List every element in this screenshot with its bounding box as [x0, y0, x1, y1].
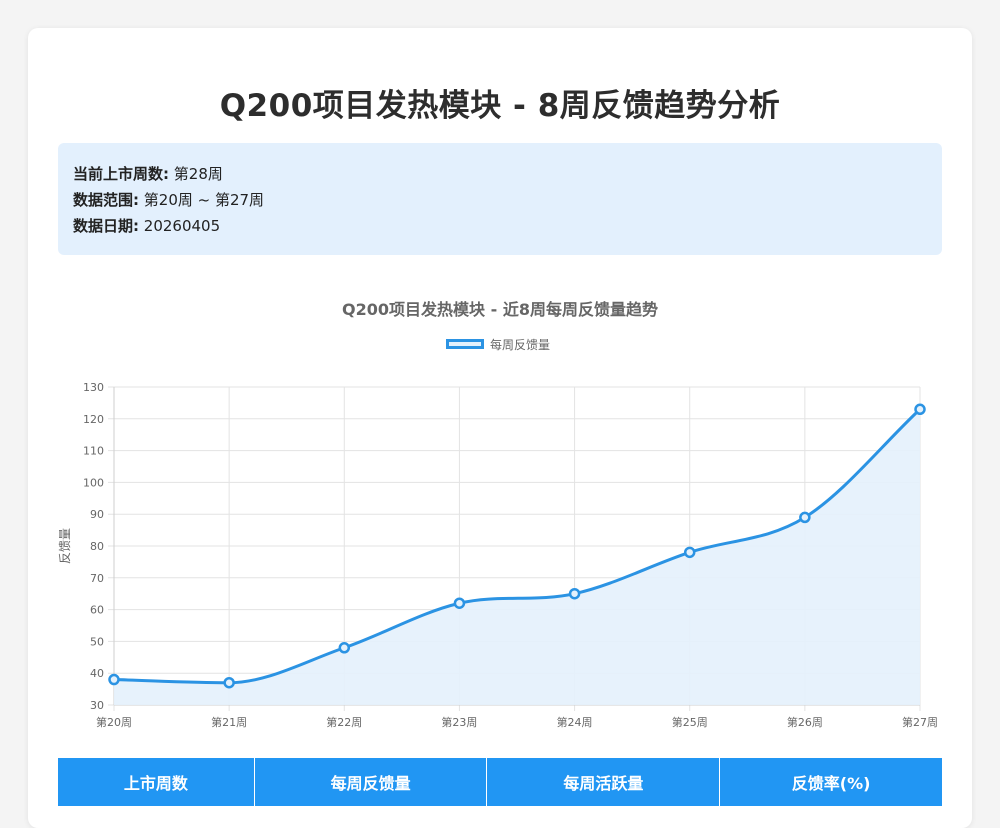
x-tick-label: 第27周: [902, 715, 938, 728]
y-tick-label: 80: [90, 540, 104, 553]
y-tick-label: 40: [90, 667, 104, 680]
table-header-cell: 反馈率(%): [719, 758, 942, 806]
data-point: [338, 642, 351, 654]
y-tick-label: 130: [83, 381, 104, 394]
info-date-label: 数据日期:: [73, 217, 139, 235]
data-point: [453, 597, 466, 609]
info-range-value: 第20周 ~ 第27周: [143, 191, 265, 209]
info-weeks-value: 第28周: [173, 165, 223, 183]
data-point: [683, 546, 696, 559]
data-point: [799, 511, 811, 524]
x-tick-label: 第22周: [326, 715, 362, 728]
x-tick-label: 第21周: [211, 715, 247, 728]
table-header-cell: 上市周数: [58, 758, 255, 806]
series-area-fill: [114, 409, 920, 705]
page-title: Q200项目发热模块 - 8周反馈趋势分析: [219, 88, 781, 124]
info-row-weeks: 当前上市周数: 第28周: [73, 163, 223, 184]
chart-legend[interactable]: 每周反馈量: [446, 337, 551, 352]
data-point: [914, 403, 926, 416]
info-panel: 当前上市周数: 第28周 数据范围: 第20周 ~ 第27周 数据日期: 202…: [58, 143, 942, 255]
x-tick-label: 第25周: [672, 715, 708, 728]
info-weeks-label: 当前上市周数:: [73, 165, 169, 183]
table-header-row: 上市周数 每周反馈量 每周活跃量 反馈率(%): [58, 758, 942, 806]
y-axis-title: 反馈量: [58, 528, 72, 564]
info-row-range: 数据范围: 第20周 ~ 第27周: [73, 189, 264, 210]
info-date-value: 20260405: [143, 217, 221, 235]
y-tick-label: 60: [90, 604, 104, 617]
table-header-cell: 每周活跃量: [486, 758, 721, 806]
data-point: [568, 587, 581, 600]
chart-title: Q200项目发热模块 - 近8周每周反馈量趋势: [342, 300, 658, 319]
table-header-cell: 每周反馈量: [254, 758, 488, 806]
y-tick-label: 110: [83, 445, 104, 458]
x-tick-label: 第23周: [441, 715, 477, 728]
data-table: 上市周数 每周反馈量 每周活跃量 反馈率(%): [58, 758, 942, 806]
y-tick-label: 70: [90, 572, 104, 585]
chart-container: Q200项目发热模块 - 近8周每周反馈量趋势 每周反馈量 30 40 50 60 70…: [28, 288, 972, 728]
x-tick-label: 第24周: [557, 715, 593, 728]
data-point: [108, 673, 120, 686]
data-point: [223, 676, 235, 689]
line-chart: 30 40 50 60 70 80 90 100 110 120 130 第20周 第21周 第22周 第2…: [58, 381, 938, 728]
info-row-date: 数据日期: 20260405: [73, 215, 220, 236]
legend-swatch: [446, 339, 484, 349]
y-tick-label: 90: [90, 508, 104, 521]
x-tick-label: 第20周: [96, 715, 132, 728]
info-range-label: 数据范围:: [73, 191, 139, 209]
report-card: Q200项目发热模块 - 8周反馈趋势分析 当前上市周数: 第28周 数据范围:…: [28, 28, 972, 828]
legend-label: 每周反馈量: [490, 337, 551, 352]
y-tick-label: 120: [83, 413, 104, 426]
y-tick-label: 100: [83, 476, 104, 489]
y-tick-label: 50: [90, 635, 104, 648]
y-tick-label: 30: [90, 699, 104, 712]
x-tick-label: 第26周: [787, 715, 823, 728]
